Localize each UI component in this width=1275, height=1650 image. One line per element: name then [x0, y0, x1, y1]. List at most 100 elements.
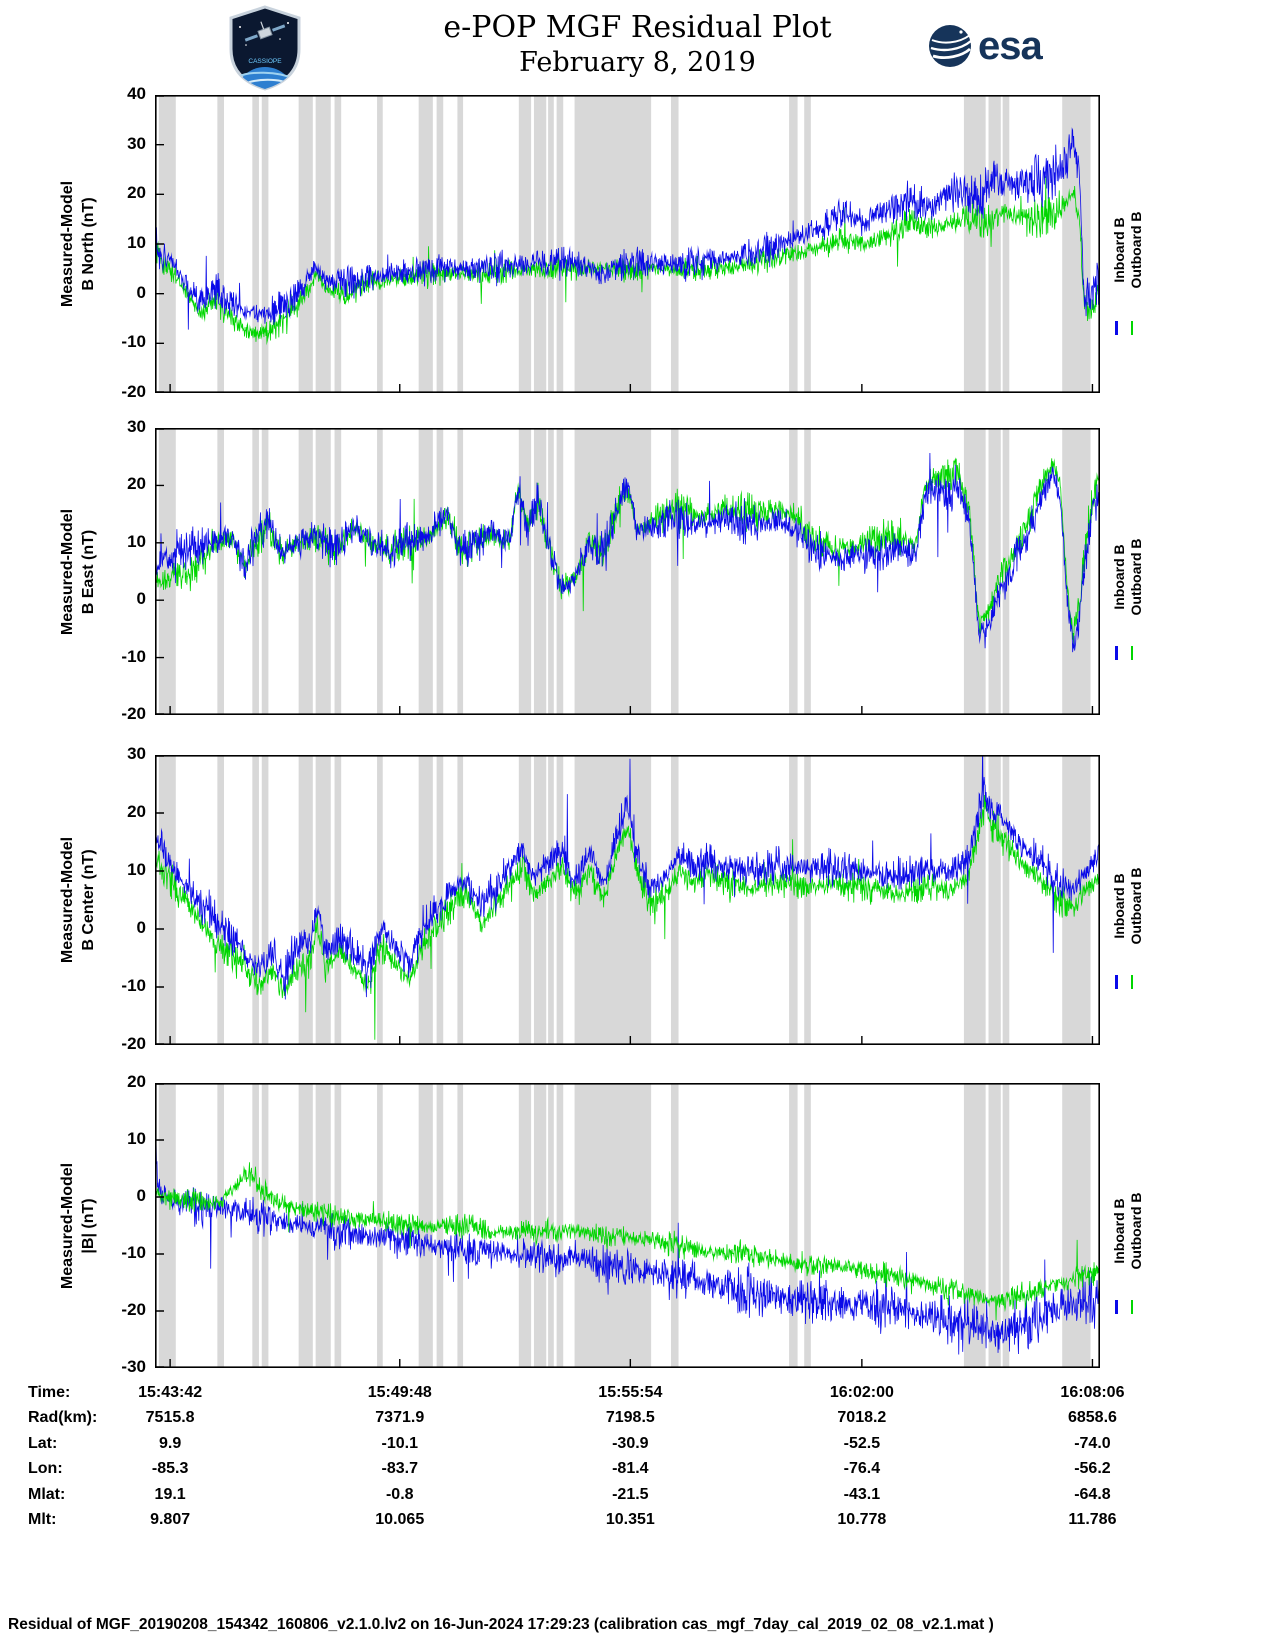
y-axis-label-b-magnitude: Measured-Model |B| (nT)	[59, 1162, 97, 1289]
legend-inboard-label: Inboard B	[1111, 1198, 1127, 1264]
table-cell: -76.4	[843, 1460, 881, 1478]
legend-b-east: Inboard B Outboard B	[1100, 428, 1172, 715]
legend-outboard-label: Outboard B	[1128, 1192, 1144, 1270]
table-row-label: Mlat:	[28, 1485, 66, 1503]
y-tick-label: 30	[127, 744, 146, 763]
legend-outboard-line	[1130, 975, 1133, 990]
esa-wordmark: esa	[978, 24, 1043, 68]
table-cell: -83.7	[381, 1460, 418, 1478]
y-tick-label: 10	[127, 860, 146, 879]
legend-outboard-line	[1130, 1299, 1133, 1314]
y-tick-label: 0	[136, 918, 146, 937]
table-cell: 16:02:00	[829, 1384, 894, 1401]
y-tick-label: 20	[127, 474, 146, 494]
legend-outboard-line	[1130, 646, 1133, 661]
chart-canvas-b-center	[155, 755, 1100, 1045]
table-cell: -64.8	[1074, 1485, 1111, 1503]
y-tick-label: 40	[127, 84, 146, 103]
cassiope-patch-logo: CASSIOPE	[228, 5, 302, 91]
table-cell: 6858.6	[1067, 1409, 1117, 1427]
y-tick-label: -10	[121, 1243, 146, 1262]
table-row-label: Time:	[28, 1384, 71, 1401]
table-cell: 15:43:42	[138, 1384, 203, 1401]
y-tick-label: 0	[136, 1186, 146, 1205]
y-axis-label-b-center: Measured-Model B Center (nT)	[59, 836, 97, 964]
table-cell: -10.1	[381, 1434, 418, 1452]
table-cell: 7515.8	[145, 1409, 195, 1427]
panel-b-north: Measured-Model B North (nT) 40 30 20 10 0 -10 -2…	[0, 84, 1275, 401]
cassiope-patch-icon: CASSIOPE	[229, 5, 301, 91]
y-tick-label: -10	[121, 976, 146, 995]
table-cell: 15:55:54	[598, 1384, 663, 1401]
table-cell: 10.778	[837, 1511, 887, 1528]
y-tick-label: 20	[127, 183, 146, 203]
y-tick-label: 20	[127, 1072, 146, 1091]
esa-emblem-icon	[929, 25, 972, 67]
legend-inboard-line	[1115, 1299, 1118, 1314]
panel-b-magnitude: Measured-Model |B| (nT) 20 10 0 -10 -20 -30 Inbo…	[0, 1072, 1275, 1376]
y-tick-label: -30	[121, 1357, 146, 1376]
ephemeris-table: Time: 15:43:42 15:49:48 15:55:54 16:02:00 16:…	[0, 1384, 1275, 1544]
legend-line-samples	[1115, 1299, 1133, 1314]
panels-container: Measured-Model B North (nT) 40 30 20 10 0 -10 -2…	[0, 84, 1275, 1376]
esa-logo: esa	[928, 24, 1043, 68]
legend-inboard-label: Inboard B	[1111, 217, 1127, 283]
table-row-label: Mlt:	[28, 1511, 57, 1528]
table-row-label: Lon:	[28, 1460, 63, 1478]
table-cell: -81.4	[612, 1460, 649, 1478]
plot-b-magnitude	[155, 1083, 1100, 1368]
plot-b-north	[155, 95, 1100, 393]
footer-note: Residual of MGF_20190208_154342_160806_v…	[8, 1616, 994, 1633]
table-cell: -85.3	[151, 1460, 189, 1478]
y-tick-label: -20	[121, 1034, 146, 1053]
table-cell: 7371.9	[375, 1409, 425, 1427]
table-cell: 11.786	[1068, 1511, 1117, 1528]
legend-outboard-label: Outboard B	[1128, 867, 1144, 945]
legend-inboard-line	[1115, 975, 1118, 990]
table-cell: -30.9	[612, 1434, 649, 1452]
table-cell: -0.8	[385, 1485, 414, 1503]
y-tick-label: -20	[121, 1300, 146, 1319]
legend-inboard-label: Inboard B	[1111, 544, 1127, 610]
table-cell: -43.1	[843, 1485, 881, 1503]
header: CASSIOPE e-POP MGF Residual Plot Februar…	[0, 0, 1275, 95]
cassiope-patch-label: CASSIOPE	[248, 58, 282, 65]
table-row-label: Rad(km):	[28, 1409, 98, 1427]
chart-canvas-b-east	[155, 428, 1100, 715]
y-tick-label: 30	[127, 417, 146, 436]
table-cell: -52.5	[843, 1434, 881, 1452]
legend-b-center: Inboard B Outboard B	[1100, 755, 1172, 1045]
legend-inboard-line	[1115, 646, 1118, 661]
panel-b-east: Measured-Model B East (nT) 30 20 10 0 -10 -20 In…	[0, 417, 1275, 723]
table-cell: 7018.2	[837, 1409, 887, 1427]
table-cell: -74.0	[1074, 1434, 1111, 1452]
legend-b-magnitude: Inboard B Outboard B	[1100, 1083, 1172, 1368]
plot-b-east	[155, 428, 1100, 715]
title-block: e-POP MGF Residual Plot February 8, 2019	[0, 10, 1275, 79]
y-tick-label: 0	[136, 282, 146, 302]
y-tick-label: 20	[127, 802, 146, 821]
legend-inboard-line	[1115, 321, 1118, 336]
table-cell: 15:49:48	[367, 1384, 432, 1401]
y-tick-label: 10	[127, 531, 146, 551]
table-cell: 9.807	[150, 1511, 191, 1528]
y-tick-label: 30	[127, 133, 146, 153]
y-tick-label: -20	[121, 382, 146, 401]
legend-outboard-label: Outboard B	[1128, 211, 1144, 289]
legend-line-samples	[1115, 975, 1133, 990]
table-row-label: Lat:	[28, 1434, 58, 1452]
legend-inboard-label: Inboard B	[1111, 873, 1127, 939]
legend-line-samples	[1115, 646, 1133, 661]
table-cell: 9.9	[158, 1434, 182, 1452]
panel-b-center: Measured-Model B Center (nT) 30 20 10 0 -10 -20…	[0, 744, 1275, 1053]
y-tick-label: -10	[121, 646, 146, 666]
table-cell: 10.351	[605, 1511, 655, 1528]
table-cell: -56.2	[1074, 1460, 1111, 1478]
table-cell: 10.065	[375, 1511, 425, 1528]
y-tick-label: 0	[136, 589, 146, 609]
y-tick-label: -20	[121, 704, 146, 723]
table-cell: 7198.5	[605, 1409, 655, 1427]
legend-b-north: Inboard B Outboard B	[1100, 95, 1172, 393]
legend-outboard-label: Outboard B	[1128, 538, 1144, 616]
